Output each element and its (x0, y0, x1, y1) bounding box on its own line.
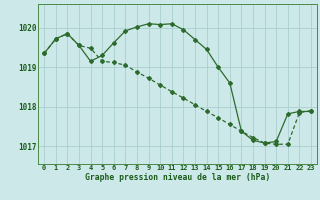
X-axis label: Graphe pression niveau de la mer (hPa): Graphe pression niveau de la mer (hPa) (85, 173, 270, 182)
